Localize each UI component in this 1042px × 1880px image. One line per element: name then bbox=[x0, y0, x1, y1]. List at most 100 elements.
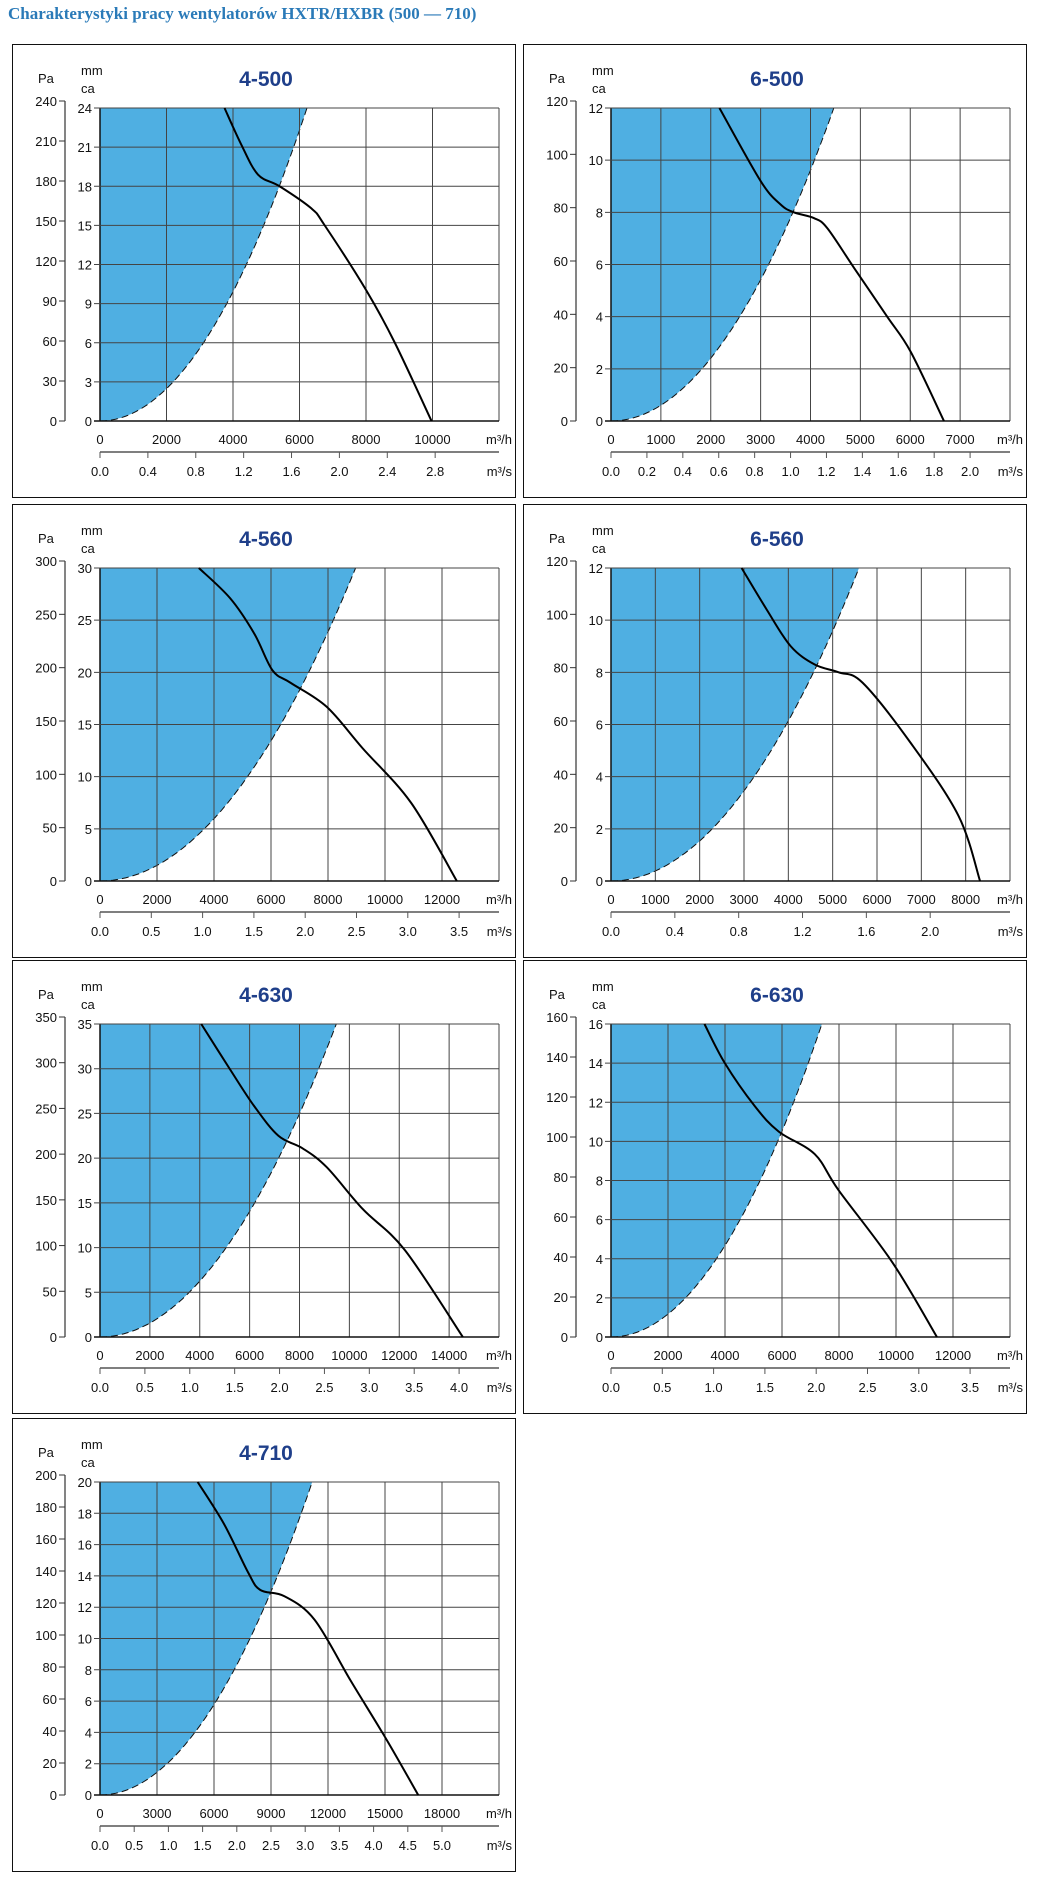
flow-s-tick-label: 1.2 bbox=[793, 924, 811, 939]
mm-tick-label: 2 bbox=[596, 362, 603, 377]
pa-tick-label: 120 bbox=[546, 1090, 568, 1105]
x-unit-label: m³/h bbox=[997, 892, 1023, 907]
flow-s-tick-label: 0.5 bbox=[653, 1380, 671, 1395]
flow-s-tick-label: 0.0 bbox=[602, 464, 620, 479]
pa-tick-label: 180 bbox=[35, 174, 57, 189]
mm-tick-label: 12 bbox=[589, 101, 603, 116]
pa-tick-label: 60 bbox=[43, 334, 57, 349]
mm-unit-label-2: ca bbox=[81, 1455, 96, 1470]
mm-tick-label: 8 bbox=[596, 665, 603, 680]
pa-tick-label: 60 bbox=[554, 714, 568, 729]
chart-panel-6-500: 0 2 4 6 8 10 12 0 20 40 60 80 100 120 Pa mm ca 6-500 0 1000… bbox=[523, 44, 1027, 498]
mm-tick-label: 12 bbox=[589, 561, 603, 576]
flow-s-tick-label: 1.2 bbox=[235, 464, 253, 479]
mm-tick-label: 6 bbox=[85, 336, 92, 351]
mm-tick-label: 8 bbox=[85, 1663, 92, 1678]
pa-tick-label: 0 bbox=[561, 414, 568, 429]
fan-curve bbox=[718, 107, 945, 422]
pa-tick-label: 40 bbox=[43, 1724, 57, 1739]
pa-tick-label: 120 bbox=[35, 1596, 57, 1611]
mm-tick-label: 0 bbox=[596, 414, 603, 429]
flow-s-tick-label: 2.0 bbox=[961, 464, 979, 479]
pa-tick-label: 160 bbox=[546, 1010, 568, 1025]
pa-tick-label: 100 bbox=[35, 1239, 57, 1254]
flow-s-tick-label: 2.5 bbox=[262, 1838, 280, 1853]
mm-tick-label: 3 bbox=[85, 375, 92, 390]
x-tick-label: 8000 bbox=[825, 1348, 854, 1363]
flow-s-tick-label: 3.5 bbox=[405, 1380, 423, 1395]
flow-s-tick-label: 1.5 bbox=[194, 1838, 212, 1853]
x-tick-label: 14000 bbox=[431, 1348, 467, 1363]
mm-tick-label: 14 bbox=[589, 1056, 603, 1071]
chart-panel-4-630: 0 5 10 15 20 25 30 35 0 50 100 150 200 250 300 350 Pa mm c… bbox=[12, 960, 516, 1414]
flow-s-tick-label: 1.0 bbox=[782, 464, 800, 479]
flow-s-tick-label: 1.0 bbox=[194, 924, 212, 939]
pa-tick-label: 20 bbox=[554, 1290, 568, 1305]
pa-tick-label: 350 bbox=[35, 1010, 57, 1025]
pa-tick-label: 40 bbox=[554, 767, 568, 782]
mm-tick-label: 8 bbox=[596, 1174, 603, 1189]
x-unit-label: m³/h bbox=[997, 432, 1023, 447]
mm-tick-label: 4 bbox=[85, 1725, 92, 1740]
pa-tick-label: 120 bbox=[546, 94, 568, 109]
pa-tick-label: 150 bbox=[35, 1193, 57, 1208]
x-tick-label: 8000 bbox=[352, 432, 381, 447]
mm-tick-label: 15 bbox=[78, 718, 92, 733]
flow-s-tick-label: 0.0 bbox=[91, 464, 109, 479]
x-tick-label: 1000 bbox=[646, 432, 675, 447]
mm-unit-label: mm bbox=[81, 1437, 103, 1452]
mm-tick-label: 25 bbox=[78, 1106, 92, 1121]
x-tick-label: 7000 bbox=[907, 892, 936, 907]
flow-s-tick-label: 3.5 bbox=[961, 1380, 979, 1395]
flow-s-tick-label: 3.0 bbox=[399, 924, 417, 939]
mm-tick-label: 10 bbox=[589, 1134, 603, 1149]
x-tick-label: 0 bbox=[96, 432, 103, 447]
flow-s-tick-label: 3.5 bbox=[450, 924, 468, 939]
x-tick-label: 4000 bbox=[200, 892, 229, 907]
fan-curve bbox=[200, 1023, 464, 1338]
mm-tick-label: 16 bbox=[589, 1017, 603, 1032]
mm-unit-label-2: ca bbox=[81, 997, 96, 1012]
fan-curve bbox=[740, 567, 981, 882]
pa-tick-label: 200 bbox=[35, 1147, 57, 1162]
flow-s-unit-label: m³/s bbox=[998, 1380, 1024, 1395]
mm-tick-label: 4 bbox=[596, 310, 603, 325]
pa-tick-label: 60 bbox=[554, 254, 568, 269]
mm-tick-label: 5 bbox=[85, 822, 92, 837]
mm-unit-label-2: ca bbox=[592, 81, 607, 96]
flow-s-tick-label: 0.0 bbox=[91, 1838, 109, 1853]
chart-title: 6-630 bbox=[750, 984, 804, 1007]
mm-tick-label: 2 bbox=[85, 1757, 92, 1772]
mm-tick-label: 12 bbox=[78, 1600, 92, 1615]
x-tick-label: 2000 bbox=[143, 892, 172, 907]
flow-s-tick-label: 0.8 bbox=[187, 464, 205, 479]
mm-tick-label: 18 bbox=[78, 1506, 92, 1521]
mm-tick-label: 10 bbox=[589, 153, 603, 168]
flow-s-unit-label: m³/s bbox=[998, 464, 1024, 479]
mm-tick-label: 9 bbox=[85, 297, 92, 312]
chart-svg: 05101520253035050100150200250300350Pammc… bbox=[35, 979, 512, 1395]
x-tick-label: 4000 bbox=[185, 1348, 214, 1363]
pa-tick-label: 0 bbox=[561, 874, 568, 889]
pa-tick-label: 80 bbox=[43, 1660, 57, 1675]
flow-s-tick-label: 2.0 bbox=[228, 1838, 246, 1853]
x-tick-label: 0 bbox=[607, 1348, 614, 1363]
pa-tick-label: 150 bbox=[35, 714, 57, 729]
flow-s-tick-label: 0.6 bbox=[710, 464, 728, 479]
x-tick-label: 5000 bbox=[846, 432, 875, 447]
chart-title: 6-560 bbox=[750, 528, 804, 551]
flow-s-tick-label: 0.0 bbox=[91, 924, 109, 939]
pa-tick-label: 20 bbox=[554, 361, 568, 376]
x-tick-label: 3000 bbox=[730, 892, 759, 907]
flow-s-tick-label: 3.0 bbox=[910, 1380, 928, 1395]
pa-tick-label: 120 bbox=[546, 554, 568, 569]
x-tick-label: 12000 bbox=[381, 1348, 417, 1363]
pa-tick-label: 250 bbox=[35, 1101, 57, 1116]
pa-tick-label: 60 bbox=[554, 1210, 568, 1225]
x-tick-label: 6000 bbox=[896, 432, 925, 447]
mm-tick-label: 20 bbox=[78, 1151, 92, 1166]
mm-unit-label-2: ca bbox=[592, 997, 607, 1012]
chart-title: 6-500 bbox=[750, 68, 804, 91]
x-tick-label: 10000 bbox=[878, 1348, 914, 1363]
